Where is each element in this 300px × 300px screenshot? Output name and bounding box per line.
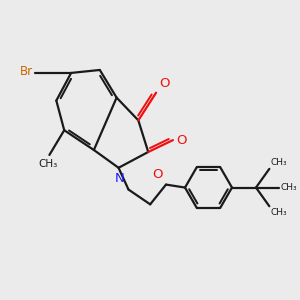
Text: CH₃: CH₃ — [270, 158, 287, 167]
Text: O: O — [176, 134, 186, 147]
Text: Br: Br — [20, 65, 33, 78]
Text: O: O — [159, 77, 169, 90]
Text: N: N — [115, 172, 124, 185]
Text: CH₃: CH₃ — [280, 183, 297, 192]
Text: CH₃: CH₃ — [270, 208, 287, 217]
Text: O: O — [152, 168, 163, 181]
Text: CH₃: CH₃ — [39, 159, 58, 169]
